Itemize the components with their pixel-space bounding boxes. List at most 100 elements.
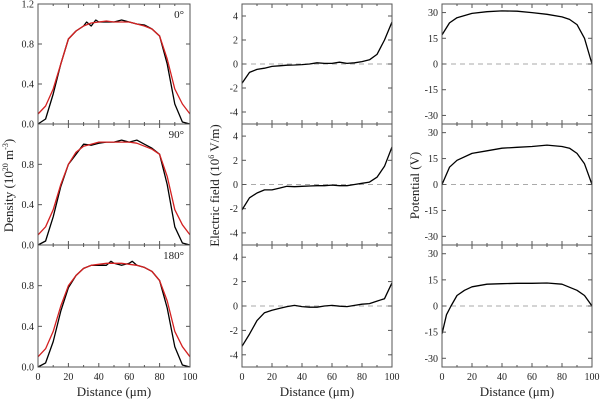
panel-density-0: 0.0 0.4 0.8 1.2 0° xyxy=(22,0,191,131)
y-tick-label: 0.8 xyxy=(22,160,35,171)
series-line-black xyxy=(37,19,191,125)
y-tick-label: 4 xyxy=(233,132,238,143)
y-tick-label: 0.0 xyxy=(22,120,35,131)
y-tick-label: 0.8 xyxy=(22,281,35,292)
x-tick-label: 80 xyxy=(557,372,567,383)
y-tick-label: -30 xyxy=(425,111,438,122)
row-label: 0° xyxy=(174,9,184,21)
y-tick-label: 30 xyxy=(428,8,438,19)
panel-electric-field-2: -4 -2 0 2 4 xyxy=(230,244,393,368)
x-axis-label: Distance (μm) xyxy=(77,384,151,399)
x-tick-label: 80 xyxy=(357,372,367,383)
column-potential: -30 -15 0 15 30 -30 -15 0 15 30 -30 -15 0 15 30 0 20 40 60… xyxy=(407,3,600,399)
panel-electric-field-1: -4 -2 0 2 4 xyxy=(230,123,393,246)
x-tick-label: 0 xyxy=(440,372,445,383)
panel-potential-0: -30 -15 0 15 30 xyxy=(425,3,593,125)
x-tick-label: 0 xyxy=(240,372,245,383)
y-tick-label: 0 xyxy=(233,60,238,71)
x-tick-label: 60 xyxy=(327,372,337,383)
y-tick-label: 30 xyxy=(428,128,438,139)
panel-frame xyxy=(37,244,191,368)
column-density: 0.00.40.81.20°0.00.40.890°0.00.40.8180°0… xyxy=(1,0,198,399)
x-tick-label: 0 xyxy=(36,372,41,383)
y-axis-label-part: 6 xyxy=(207,155,216,159)
y-tick-label: 0.4 xyxy=(22,200,35,211)
y-tick-label: -15 xyxy=(425,206,438,217)
series-line-black xyxy=(241,21,393,84)
x-tick-label: 100 xyxy=(183,372,198,383)
y-axis-label: Density (1020 m-3) xyxy=(1,139,16,232)
y-tick-label: 0.8 xyxy=(22,40,35,51)
series-line-black xyxy=(441,282,593,335)
panel-density-2: 0.0 0.4 0.8 180° xyxy=(22,244,191,374)
y-tick-label: 15 xyxy=(428,275,438,286)
series-line-red xyxy=(37,262,191,358)
x-tick-label: 80 xyxy=(155,372,165,383)
y-tick-label: 0 xyxy=(233,180,238,191)
y-tick-label: -2 xyxy=(230,326,238,337)
series-line-red xyxy=(37,141,191,236)
y-tick-label: 0.4 xyxy=(22,80,35,91)
y-tick-label: -15 xyxy=(425,85,438,96)
y-axis-label-part: m xyxy=(1,150,16,163)
y-tick-label: 0.4 xyxy=(22,322,35,333)
y-axis-label-part: Potential (V) xyxy=(407,152,422,220)
series-line-black xyxy=(37,260,191,368)
panel-frame xyxy=(441,244,593,368)
y-tick-label: -2 xyxy=(230,204,238,215)
panel-frame xyxy=(241,244,393,368)
x-tick-label: 40 xyxy=(94,372,104,383)
panel-potential-2: -30 -15 0 15 30 xyxy=(425,244,593,368)
x-tick-label: 60 xyxy=(124,372,134,383)
series-line-black xyxy=(241,282,393,347)
y-axis-label-part: V/m) xyxy=(207,124,222,154)
series-line-black xyxy=(241,146,393,211)
y-axis-label-part: -3 xyxy=(1,143,10,150)
y-tick-label: 2 xyxy=(233,36,238,47)
y-tick-label: 0.0 xyxy=(22,363,35,374)
row-label: 180° xyxy=(163,250,184,262)
y-tick-label: 0 xyxy=(233,302,238,313)
y-tick-label: 2 xyxy=(233,156,238,167)
y-axis-label-part: 20 xyxy=(1,163,10,171)
y-tick-label: 15 xyxy=(428,154,438,165)
y-axis-label: Electric field (106 V/m) xyxy=(207,124,222,247)
y-tick-label: -30 xyxy=(425,232,438,243)
y-tick-label: 0 xyxy=(433,180,438,191)
y-tick-label: 4 xyxy=(233,253,238,264)
series-line-red xyxy=(37,20,191,115)
y-tick-label: -4 xyxy=(230,350,238,361)
x-tick-label: 20 xyxy=(467,372,477,383)
panel-electric-field-0: -4 -2 0 2 4 xyxy=(230,3,393,125)
series-line-black xyxy=(441,10,593,65)
y-tick-label: -15 xyxy=(425,328,438,339)
y-tick-label: 2 xyxy=(233,277,238,288)
x-tick-label: 100 xyxy=(585,372,600,383)
x-tick-label: 20 xyxy=(267,372,277,383)
panel-potential-1: -30 -15 0 15 30 xyxy=(425,123,593,246)
x-tick-label: 40 xyxy=(297,372,307,383)
y-tick-label: -4 xyxy=(230,108,238,119)
panel-density-1: 0.0 0.4 0.8 90° xyxy=(22,123,191,252)
y-tick-label: 4 xyxy=(233,12,238,23)
x-axis-label: Distance (μm) xyxy=(280,384,354,399)
y-tick-label: 15 xyxy=(428,34,438,45)
x-axis-label: Distance (μm) xyxy=(480,384,554,399)
y-tick-label: 1.2 xyxy=(22,0,35,11)
y-tick-label: -30 xyxy=(425,354,438,365)
y-tick-label: -4 xyxy=(230,228,238,239)
y-tick-label: 30 xyxy=(428,249,438,260)
y-tick-label: -2 xyxy=(230,84,238,95)
series-line-black xyxy=(37,139,191,246)
y-axis-label-part: Electric field (10 xyxy=(207,159,222,247)
row-label: 90° xyxy=(169,129,184,141)
y-axis-label-part: Density (10 xyxy=(1,171,16,232)
x-tick-label: 20 xyxy=(63,372,73,383)
x-tick-label: 100 xyxy=(385,372,400,383)
y-axis-label: Potential (V) xyxy=(407,152,422,220)
y-axis-label-part: ) xyxy=(1,139,16,143)
x-tick-label: 40 xyxy=(497,372,507,383)
y-tick-label: 0 xyxy=(433,60,438,71)
